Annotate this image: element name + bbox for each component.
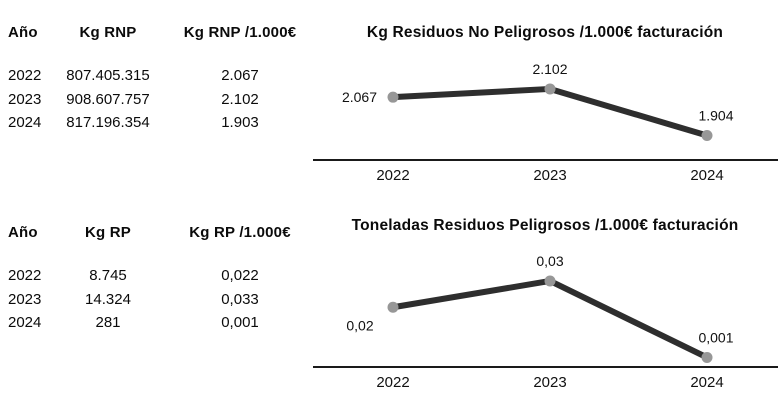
column-header-ano: Año [8, 23, 38, 41]
kg-rnp-cell: 908.607.757 [66, 90, 150, 108]
point-value-label: 0,02 [346, 317, 373, 333]
kg-rp-ratio-cell: 0,022 [221, 267, 259, 285]
point-value-label: 1.904 [698, 108, 733, 124]
chart-title-residuos-peligrosos: Toneladas Residuos Peligrosos /1.000€ fa… [351, 217, 739, 234]
table-residuos-peligrosos: Año Kg RP Kg RP /1.000€ 2022 8.745 0,022… [8, 222, 308, 335]
kg-rp-cell: 8.745 [89, 267, 127, 285]
x-axis-tick-label: 2024 [690, 374, 723, 391]
column-header-ano: Año [8, 223, 38, 241]
x-axis-tick-label: 2022 [376, 374, 409, 391]
data-point-marker [544, 275, 556, 287]
point-value-label: 0,03 [536, 253, 563, 269]
year-cell: 2023 [8, 290, 42, 308]
x-axis-tick-label: 2024 [690, 167, 723, 184]
column-header-kg-rnp-ratio: Kg RNP /1.000€ [183, 23, 297, 41]
series-line [390, 277, 710, 361]
table-row: 2024 281 0,001 [8, 311, 308, 335]
year-cell: 2023 [8, 90, 42, 108]
chart-title-residuos-no-peligrosos: Kg Residuos No Peligrosos /1.000€ factur… [366, 24, 724, 41]
kg-rnp-ratio-cell: 2.102 [221, 90, 259, 108]
data-point-marker [387, 301, 399, 313]
column-header-kg-rnp: Kg RNP [79, 23, 137, 41]
table-header-row: Año Kg RNP Kg RNP /1.000€ [8, 22, 308, 42]
point-value-label: 2.102 [532, 61, 567, 77]
data-point-marker [701, 351, 713, 363]
point-value-label: 2.067 [342, 89, 377, 105]
table-header-row: Año Kg RP Kg RP /1.000€ [8, 222, 308, 242]
year-cell: 2022 [8, 67, 42, 85]
year-cell: 2024 [8, 314, 42, 332]
table-row: 2023 908.607.757 2.102 [8, 88, 308, 112]
data-point-marker [701, 130, 713, 142]
table-row: 2023 14.324 0,033 [8, 288, 308, 312]
x-axis-tick-label: 2022 [376, 167, 409, 184]
kg-rnp-ratio-cell: 2.067 [221, 67, 259, 85]
kg-rp-cell: 14.324 [85, 290, 131, 308]
point-value-label: 0,001 [698, 329, 733, 345]
series-line [390, 85, 710, 139]
x-axis-tick-label: 2023 [533, 374, 566, 391]
kg-rnp-cell: 807.405.315 [66, 67, 150, 85]
line-chart-residuos-peligrosos: 0,02 2022 0,03 2023 0,001 2024 [313, 253, 778, 391]
x-axis-tick-label: 2023 [533, 167, 566, 184]
table-row: 2022 807.405.315 2.067 [8, 64, 308, 88]
kg-rnp-ratio-cell: 1.903 [221, 114, 259, 132]
data-point-marker [544, 83, 556, 95]
kg-rp-cell: 281 [95, 314, 121, 332]
line-chart-residuos-no-peligrosos: 2.067 2022 2.102 2023 1.904 2024 [313, 61, 778, 184]
data-point-marker [387, 91, 399, 103]
kg-rnp-cell: 817.196.354 [66, 114, 150, 132]
column-header-kg-rp-ratio: Kg RP /1.000€ [189, 223, 291, 241]
kg-rp-ratio-cell: 0,033 [221, 290, 259, 308]
column-header-kg-rp: Kg RP [85, 223, 131, 241]
year-cell: 2022 [8, 267, 42, 285]
table-residuos-no-peligrosos: Año Kg RNP Kg RNP /1.000€ 2022 807.405.3… [8, 22, 308, 135]
table-row: 2022 8.745 0,022 [8, 264, 308, 288]
kg-rp-ratio-cell: 0,001 [221, 314, 259, 332]
table-row: 2024 817.196.354 1.903 [8, 111, 308, 135]
year-cell: 2024 [8, 114, 42, 132]
